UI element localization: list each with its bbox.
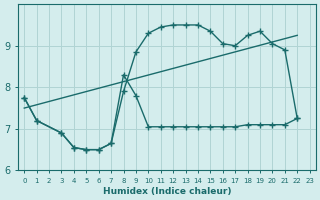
- X-axis label: Humidex (Indice chaleur): Humidex (Indice chaleur): [103, 187, 231, 196]
